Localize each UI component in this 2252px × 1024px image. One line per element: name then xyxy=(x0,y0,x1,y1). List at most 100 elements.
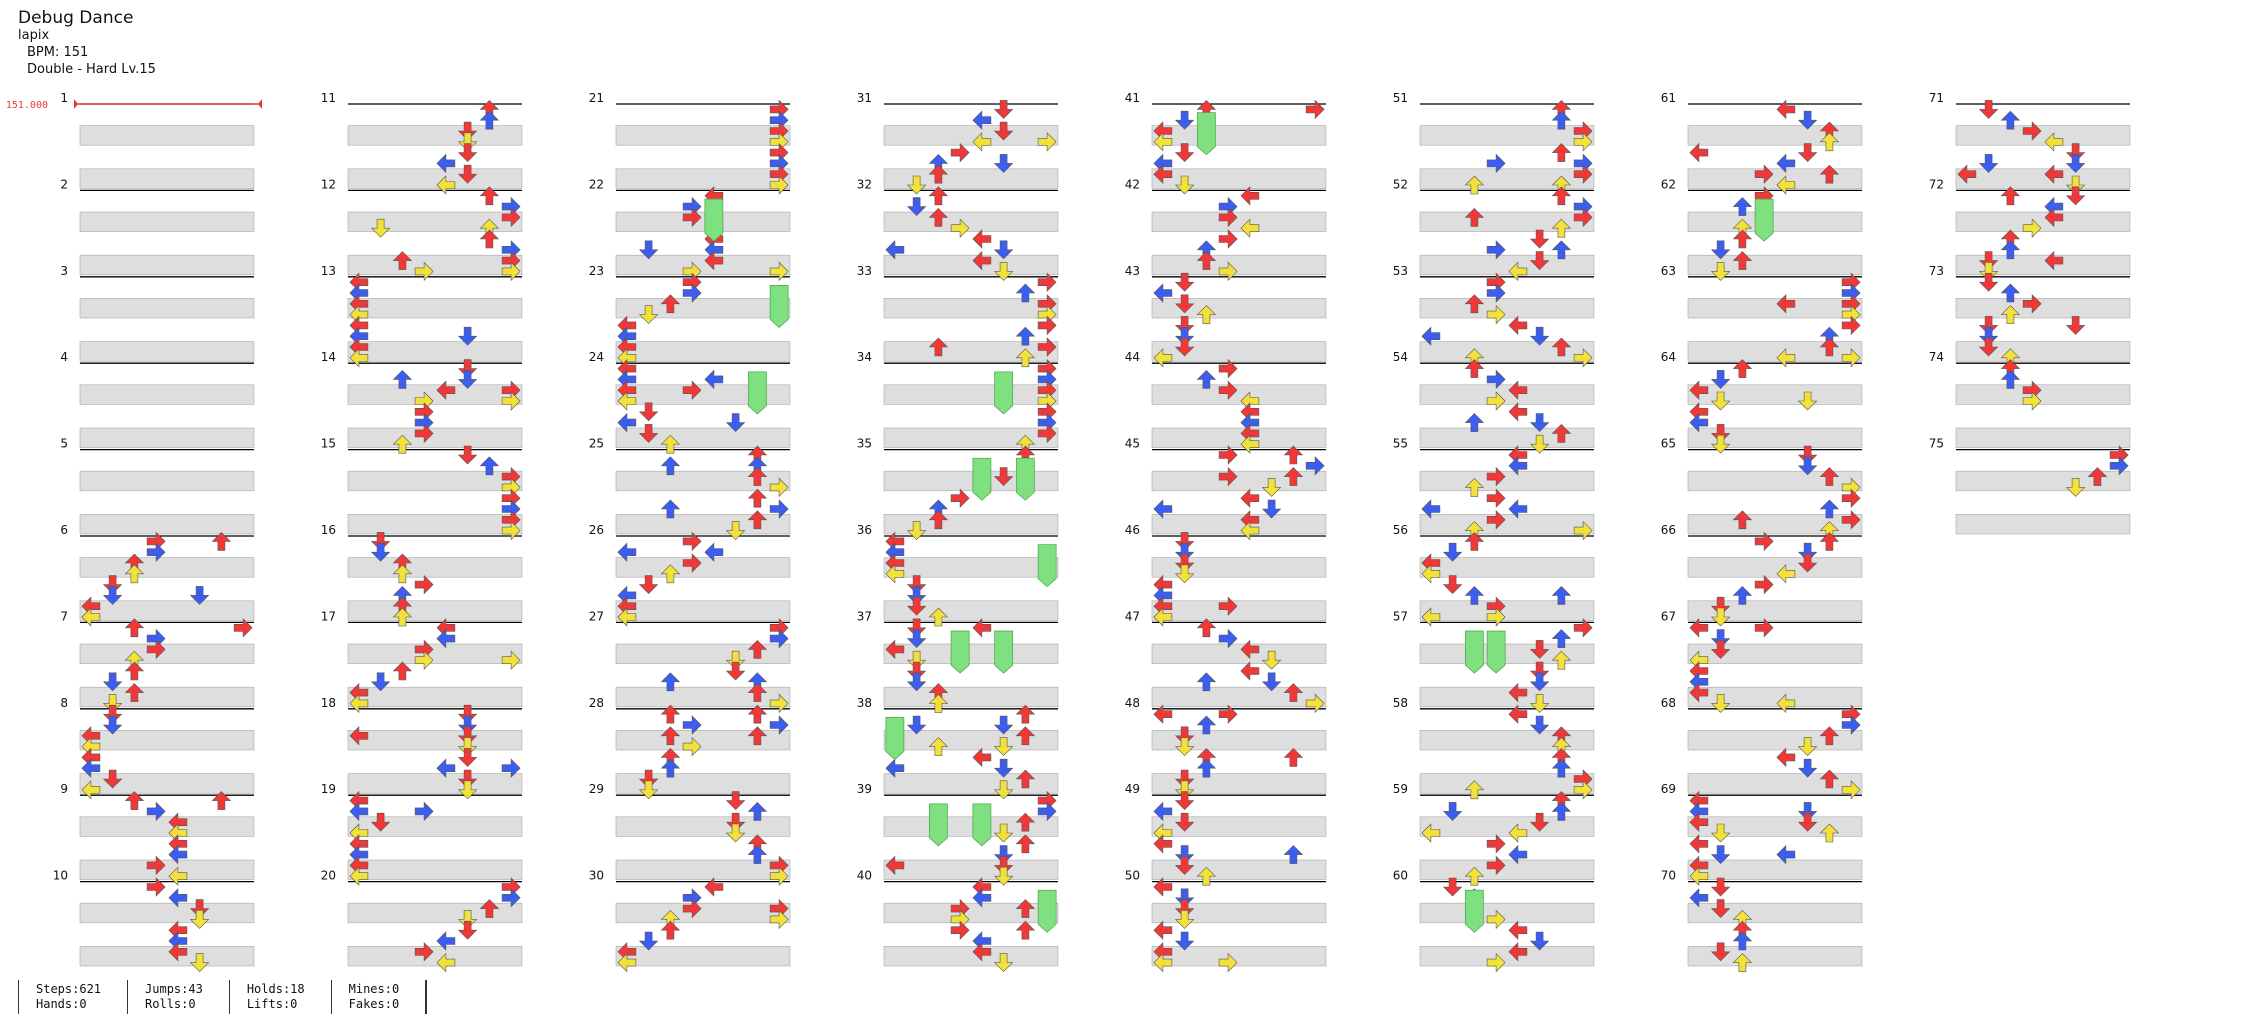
beat-band xyxy=(883,168,1059,189)
beat-band xyxy=(1151,773,1327,794)
step-arrow xyxy=(1710,391,1731,411)
step-arrow xyxy=(682,715,702,735)
step-arrow xyxy=(1841,315,1861,336)
step-arrow xyxy=(1551,186,1572,206)
measure-number: 48 xyxy=(1125,696,1140,710)
step-arrow xyxy=(928,737,949,756)
beat-band xyxy=(347,643,523,664)
beat-band xyxy=(1419,298,1595,319)
step-arrow xyxy=(725,413,746,433)
beat-band xyxy=(1687,211,1863,232)
measure-number: 40 xyxy=(857,869,872,883)
beat-band xyxy=(883,816,1059,837)
step-arrow xyxy=(1421,823,1441,843)
bpm-tick-left xyxy=(74,99,78,109)
step-arrow xyxy=(638,769,659,789)
step-arrow xyxy=(124,618,145,638)
measure-number: 2 xyxy=(60,177,68,191)
beat-band xyxy=(1419,902,1595,924)
step-arrow xyxy=(972,132,992,152)
step-arrow xyxy=(1689,834,1709,854)
step-arrow xyxy=(1819,531,1840,551)
step-arrow xyxy=(436,380,456,400)
step-arrow xyxy=(2044,250,2064,271)
step-arrow xyxy=(972,747,992,768)
measure-number: 74 xyxy=(1929,350,1944,364)
beat-band xyxy=(79,643,255,664)
stats-bar: Steps:621 Hands:0 Jumps:43 Rolls:0 Holds… xyxy=(18,980,428,1014)
step-arrow xyxy=(1037,272,1057,292)
step-arrow xyxy=(457,920,478,940)
beat-band xyxy=(79,427,255,448)
step-arrow xyxy=(993,715,1014,735)
beat-band xyxy=(615,298,791,319)
step-arrow xyxy=(1283,845,1304,864)
beat-band xyxy=(1687,773,1863,794)
measure-number: 47 xyxy=(1125,609,1140,623)
step-arrow xyxy=(1486,607,1506,627)
step-arrow xyxy=(747,683,768,702)
step-arrow xyxy=(1174,110,1195,130)
measure-number: 57 xyxy=(1393,609,1408,623)
step-arrow xyxy=(1551,423,1572,443)
measure-number: 41 xyxy=(1125,91,1140,105)
beat-band xyxy=(79,902,255,924)
step-arrow xyxy=(972,618,992,638)
step-arrow xyxy=(2000,186,2021,206)
step-arrow xyxy=(1529,812,1550,832)
step-arrow xyxy=(1978,337,1999,357)
measure-number: 56 xyxy=(1393,523,1408,537)
step-arrow xyxy=(392,661,413,681)
beat-band xyxy=(1151,816,1327,837)
step-arrow xyxy=(1174,726,1195,746)
step-arrow xyxy=(1710,640,1731,659)
step-arrow xyxy=(769,909,789,930)
step-arrow xyxy=(1573,207,1593,228)
step-arrow xyxy=(950,488,970,508)
step-arrow xyxy=(1015,348,1036,368)
measure-number: 65 xyxy=(1661,437,1676,451)
step-arrow xyxy=(1464,477,1485,497)
measure-number: 53 xyxy=(1393,264,1408,278)
step-arrow xyxy=(638,780,659,800)
step-arrow xyxy=(102,694,123,713)
step-arrow xyxy=(1261,478,1282,497)
step-arrow xyxy=(349,866,369,886)
step-arrow xyxy=(682,531,702,552)
step-arrow xyxy=(1551,801,1572,821)
song-artist: lapix xyxy=(18,28,50,43)
step-arrow xyxy=(1442,802,1463,821)
step-arrow xyxy=(1732,585,1753,605)
measure-number: 20 xyxy=(321,869,336,883)
step-arrow xyxy=(617,542,637,562)
beat-band xyxy=(883,686,1059,708)
measure-number: 50 xyxy=(1125,869,1140,883)
measure-number: 8 xyxy=(60,696,68,710)
beat-band xyxy=(1955,341,2131,362)
step-arrow xyxy=(1508,380,1528,400)
beat-band xyxy=(1419,427,1595,448)
beat-band xyxy=(1687,946,1863,967)
beat-band xyxy=(1687,730,1863,751)
step-arrow xyxy=(769,628,789,649)
step-arrow xyxy=(1421,564,1441,584)
step-arrow xyxy=(1732,931,1753,951)
step-arrow xyxy=(2044,132,2064,152)
step-arrow xyxy=(1529,931,1550,951)
step-arrow xyxy=(928,693,949,713)
measure-number: 35 xyxy=(857,437,872,451)
hold-note xyxy=(885,717,905,760)
beat-band xyxy=(1151,125,1327,146)
beat-band xyxy=(615,643,791,664)
step-arrow xyxy=(1710,942,1731,962)
step-arrow xyxy=(1508,823,1528,843)
measure-number: 9 xyxy=(60,782,68,796)
step-arrow xyxy=(993,262,1014,281)
step-arrow xyxy=(457,769,478,789)
step-arrow xyxy=(1776,564,1796,584)
step-arrow xyxy=(1797,553,1818,573)
measure-number: 5 xyxy=(60,437,68,451)
beat-band xyxy=(1687,514,1863,535)
step-arrow xyxy=(972,250,992,271)
step-arrow xyxy=(1551,218,1572,238)
